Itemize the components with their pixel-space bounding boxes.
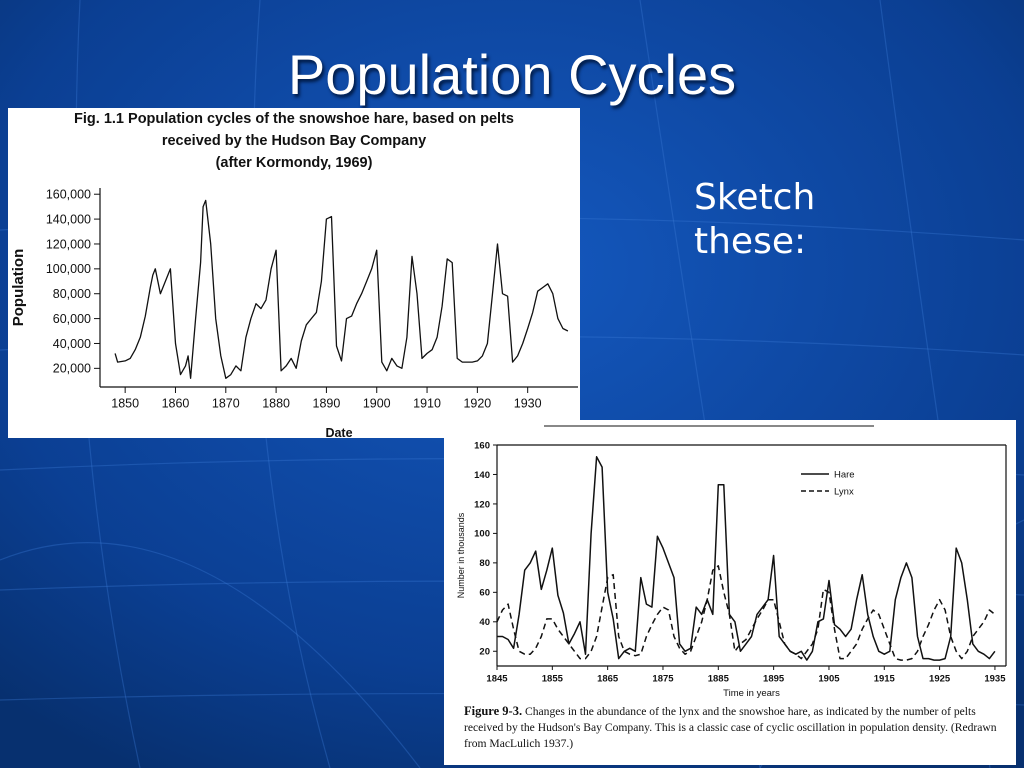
x-tick-label: 1880 — [262, 397, 290, 411]
x-tick-label: 1865 — [597, 674, 619, 685]
x-tick-label: 1845 — [486, 674, 508, 685]
y-tick-label: 20 — [479, 647, 490, 658]
x-tick-label: 1920 — [463, 397, 491, 411]
hare-chart-svg: 20,000 40,000 60,000 80,000 100,000 120,000 14… — [10, 188, 578, 438]
x-tick-label: 1925 — [929, 674, 951, 685]
y-tick-label: 140 — [474, 470, 490, 481]
x-tick-label: 1890 — [313, 397, 341, 411]
chart-title-line-3: (after Kormondy, 1969) — [215, 155, 373, 171]
x-tick-label: 1935 — [984, 674, 1006, 685]
x-tick-label: 1930 — [514, 397, 542, 411]
x-tick-label: 1915 — [874, 674, 896, 685]
sketch-prompt-line-2: these: — [694, 221, 807, 262]
series-line — [114, 199, 569, 379]
chart-title: Fig. 1.1 Population cycles of the snowsh… — [8, 108, 580, 174]
y-tick-label: 40,000 — [53, 337, 91, 351]
y-tick-label: 20,000 — [53, 362, 91, 376]
figure-caption-label: Figure 9-3. — [464, 704, 523, 718]
sketch-prompt-line-1: Sketch — [694, 177, 816, 218]
x-tick-label: 1900 — [363, 397, 391, 411]
x-axis-label: Time in years — [723, 688, 780, 699]
x-tick-label: 1870 — [212, 397, 240, 411]
sketch-prompt: Sketch these: — [694, 176, 894, 264]
y-tick-label: 100,000 — [46, 262, 91, 276]
x-tick-label: 1860 — [162, 397, 190, 411]
y-tick-label: 160,000 — [46, 188, 91, 202]
y-tick-label: 60 — [479, 588, 490, 599]
chart-title-line-1: Fig. 1.1 Population cycles of the snowsh… — [74, 111, 514, 127]
x-tick-label: 1885 — [708, 674, 730, 685]
x-tick-label: 1855 — [542, 674, 564, 685]
x-tick-label: 1850 — [111, 397, 139, 411]
figure-lynx-hare-chart: 20 40 60 80 100 120 140 160 1845 1855 1865 1875 1885… — [444, 420, 1016, 765]
chart-title-line-2: received by the Hudson Bay Company — [161, 133, 427, 149]
y-axis-label: Number in thousands — [456, 512, 466, 598]
lynx-hare-chart-svg: 20 40 60 80 100 120 140 160 1845 1855 1865 1875 1885… — [456, 425, 1007, 699]
y-tick-label: 80 — [479, 558, 490, 569]
y-tick-label: 140,000 — [46, 212, 91, 226]
figure-caption: Figure 9-3. Changes in the abundance of … — [464, 703, 1004, 752]
y-tick-label: 160 — [474, 440, 490, 451]
legend-label-lynx: Lynx — [834, 487, 854, 498]
y-tick-label: 80,000 — [53, 287, 91, 301]
figure-hare-population-chart: Fig. 1.1 Population cycles of the snowsh… — [8, 108, 580, 438]
x-tick-label: 1910 — [413, 397, 441, 411]
slide-title: Population Cycles — [287, 43, 737, 106]
series-line-lynx — [496, 565, 996, 661]
y-tick-label: 100 — [474, 529, 490, 540]
legend-label-hare: Hare — [834, 470, 855, 481]
x-tick-label: 1895 — [763, 674, 785, 685]
y-tick-label: 60,000 — [53, 312, 91, 326]
x-axis-label: Date — [325, 426, 352, 438]
y-axis-label: Population — [10, 249, 27, 327]
x-tick-label: 1875 — [652, 674, 674, 685]
y-tick-label: 40 — [479, 617, 490, 628]
x-tick-label: 1905 — [818, 674, 840, 685]
y-tick-label: 120,000 — [46, 237, 91, 251]
series-line-hare — [497, 456, 996, 661]
y-tick-label: 120 — [474, 499, 490, 510]
figure-caption-text: Changes in the abundance of the lynx and… — [464, 705, 997, 750]
